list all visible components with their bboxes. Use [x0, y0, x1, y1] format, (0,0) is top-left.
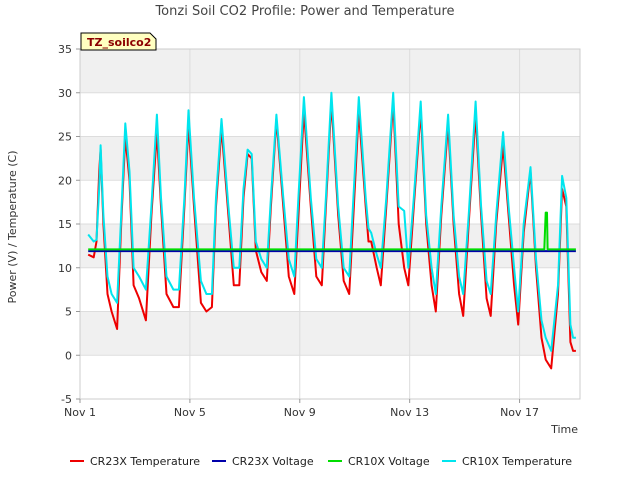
plot-band [80, 311, 580, 356]
legend-label-cr10x-temperature: CR10X Temperature [462, 455, 572, 468]
y-tick-label: 10 [58, 262, 72, 275]
legend-label-cr23x-temperature: CR23X Temperature [90, 455, 200, 468]
x-tick-label: Nov 5 [174, 406, 206, 419]
series-line-cr10x-temperature [87, 91, 576, 352]
y-tick-label: 30 [58, 87, 72, 100]
station-badge: TZ_soilco2 [80, 32, 157, 51]
x-axis-label: Time [550, 423, 578, 436]
plot-band [80, 224, 580, 268]
legend: CR23X Temperature CR23X Voltage CR10X Volt… [70, 455, 572, 468]
x-tick-label: Nov 9 [284, 406, 316, 419]
y-tick-label: 25 [58, 131, 72, 144]
x-tick-label: Nov 13 [390, 406, 429, 419]
plot-band [80, 355, 580, 399]
y-tick-label: 0 [65, 349, 72, 362]
y-tick-label: 5 [65, 306, 72, 319]
chart-title: Tonzi Soil CO2 Profile: Power and Temper… [154, 4, 454, 19]
y-tick-label: -5 [61, 393, 72, 406]
y-axis-label: Power (V) / Temperature (C) [6, 150, 19, 303]
legend-label-cr10x-voltage: CR10X Voltage [348, 455, 430, 468]
y-axis-ticks: -5 0 5 10 15 20 25 30 35 [58, 43, 80, 406]
y-tick-label: 15 [58, 218, 72, 231]
y-tick-label: 35 [58, 43, 72, 56]
badge-shape [80, 32, 157, 51]
series-lines [87, 91, 576, 370]
x-tick-label: Nov 1 [64, 406, 96, 419]
plot-band [80, 49, 580, 93]
badge-label: TZ_soilco2 [87, 36, 151, 49]
y-tick-label: 20 [58, 174, 72, 187]
x-axis-ticks: Nov 1 Nov 5 Nov 9 Nov 13 Nov 17 [64, 399, 539, 419]
series-line-cr10x-voltage [88, 211, 576, 251]
plot-band [80, 180, 580, 224]
plot-band [80, 267, 580, 312]
legend-label-cr23x-voltage: CR23X Voltage [232, 455, 314, 468]
x-tick-label: Nov 17 [500, 406, 539, 419]
